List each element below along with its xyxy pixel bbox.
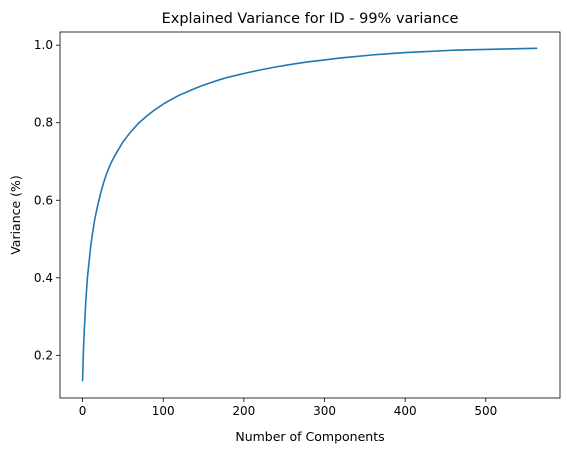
y-axis-label: Variance (%) xyxy=(8,175,23,255)
x-tick-label: 400 xyxy=(394,404,417,418)
chart-title: Explained Variance for ID - 99% variance xyxy=(162,11,459,27)
y-tick-label: 0.2 xyxy=(34,348,53,362)
plot-area: 0 100 200 300 400 500 0.2 0.4 0.6 0.8 1.0 xyxy=(34,31,561,418)
x-tick-label: 300 xyxy=(313,404,336,418)
x-axis-label: Number of Components xyxy=(235,429,384,444)
x-tick-label: 500 xyxy=(474,404,497,418)
x-tick-label: 200 xyxy=(232,404,255,418)
y-tick-label: 0.4 xyxy=(34,271,53,285)
y-tick-label: 0.8 xyxy=(34,116,53,130)
variance-line xyxy=(81,47,538,382)
plot-frame xyxy=(59,31,561,399)
y-tick-label: 0.6 xyxy=(34,193,53,207)
y-tick-label: 1.0 xyxy=(34,38,53,52)
x-tick-label: 100 xyxy=(152,404,175,418)
x-tick-label: 0 xyxy=(79,404,87,418)
